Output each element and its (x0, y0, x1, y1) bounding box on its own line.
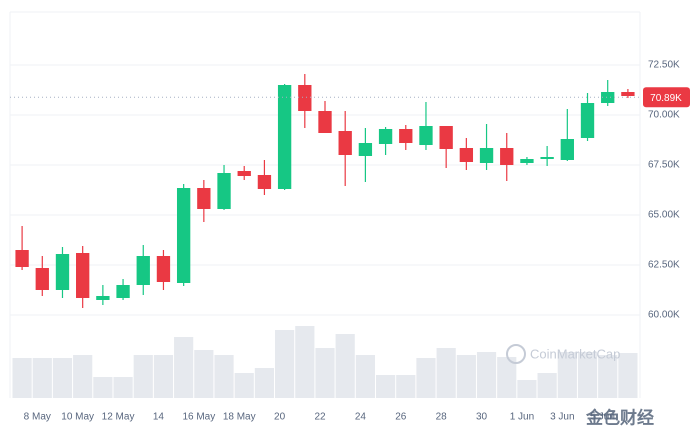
volume-bar (416, 358, 436, 398)
watermark-text: CoinMarketCap (530, 346, 620, 361)
volume-bar (537, 373, 557, 398)
candle-body (35, 268, 49, 290)
last-price-label: 70.89K (650, 93, 682, 104)
volume-bar (375, 375, 396, 398)
y-tick-label: 70.00K (648, 110, 680, 121)
candle-body (156, 256, 171, 282)
candle-body (439, 126, 453, 149)
candle-body (580, 103, 595, 138)
x-tick-label: 10 May (61, 412, 94, 423)
candle-body (176, 188, 191, 283)
candle-body (500, 148, 514, 165)
x-tick-label: 16 May (182, 412, 215, 423)
x-tick-label: 14 (153, 412, 165, 423)
y-tick-label: 65.00K (648, 210, 680, 221)
volume-bar (73, 355, 93, 398)
candle-body (237, 171, 251, 176)
x-tick-label: 30 (476, 412, 488, 423)
candle-body (15, 250, 29, 267)
y-tick-label: 67.50K (648, 160, 680, 171)
volume-bar (93, 377, 113, 398)
candle-body (197, 188, 211, 209)
x-tick-label: 22 (314, 412, 326, 423)
candle-body (116, 285, 130, 298)
volume-bar (275, 330, 295, 398)
y-tick-label: 60.00K (648, 310, 680, 321)
volume-bar (194, 350, 214, 398)
volume-bar (598, 355, 618, 398)
grid-layer (10, 64, 640, 316)
candle-body (76, 253, 90, 298)
x-tick-label: 20 (274, 412, 286, 423)
candle-body (55, 254, 70, 290)
volume-bar (396, 375, 416, 398)
volume-bar (52, 358, 73, 398)
x-tick-label: 1 Jun (510, 412, 534, 423)
candle-body (318, 111, 332, 133)
x-tick-label: 8 May (24, 412, 51, 423)
volume-bar (517, 380, 537, 398)
watermark: CoinMarketCap (506, 344, 620, 364)
x-tick-label: 18 May (223, 412, 256, 423)
volume-bar (557, 352, 577, 398)
candle-body (601, 92, 615, 103)
volume-bar (476, 352, 497, 398)
volume-bar (618, 353, 638, 398)
volume-bar (32, 358, 52, 398)
volume-bar (295, 326, 315, 398)
candle-body (358, 143, 373, 156)
x-tick-label: 24 (355, 412, 367, 423)
candle-body (136, 256, 150, 285)
candle-body (621, 92, 635, 96)
watermark-logo (506, 344, 526, 364)
volume-bar (113, 377, 133, 398)
candle-body (257, 175, 272, 189)
volume-bar (577, 352, 598, 398)
volume-bar (234, 373, 254, 398)
candle-body (298, 85, 312, 111)
volume-bar (174, 337, 194, 398)
volume-bar (315, 348, 335, 398)
candle-body (479, 148, 494, 163)
volume-bar (456, 355, 476, 398)
x-tick-label: 5 Jun (590, 412, 614, 423)
y-tick-label: 62.50K (648, 260, 680, 271)
x-tick-label: 26 (395, 412, 407, 423)
x-tick-label: 28 (436, 412, 448, 423)
volume-bar (497, 357, 517, 398)
candle-body (399, 129, 413, 143)
volume-bar (355, 355, 375, 398)
candle-body (540, 157, 554, 159)
candle-body (378, 129, 393, 144)
candle-body (217, 173, 231, 209)
volume-bar (335, 334, 355, 398)
volume-bar (214, 355, 234, 398)
candle-body (520, 159, 534, 163)
candle-body (459, 148, 474, 162)
candle-body (96, 296, 110, 300)
volume-bar (254, 368, 275, 398)
source-mark: 金色财经 (585, 407, 654, 427)
candle-body (338, 131, 352, 155)
candle-layer (15, 74, 635, 308)
candle-body (277, 85, 292, 189)
x-tick-label: 12 May (102, 412, 135, 423)
y-tick-label: 72.50K (648, 60, 680, 71)
volume-bar (153, 355, 174, 398)
volume-layer (12, 326, 638, 398)
volume-bar (436, 348, 456, 398)
candle-body (560, 139, 574, 160)
candle-body (419, 126, 433, 145)
volume-bar (133, 355, 153, 398)
volume-bar (12, 358, 32, 398)
x-tick-label: 3 Jun (550, 412, 574, 423)
last-price-tag (643, 87, 690, 108)
